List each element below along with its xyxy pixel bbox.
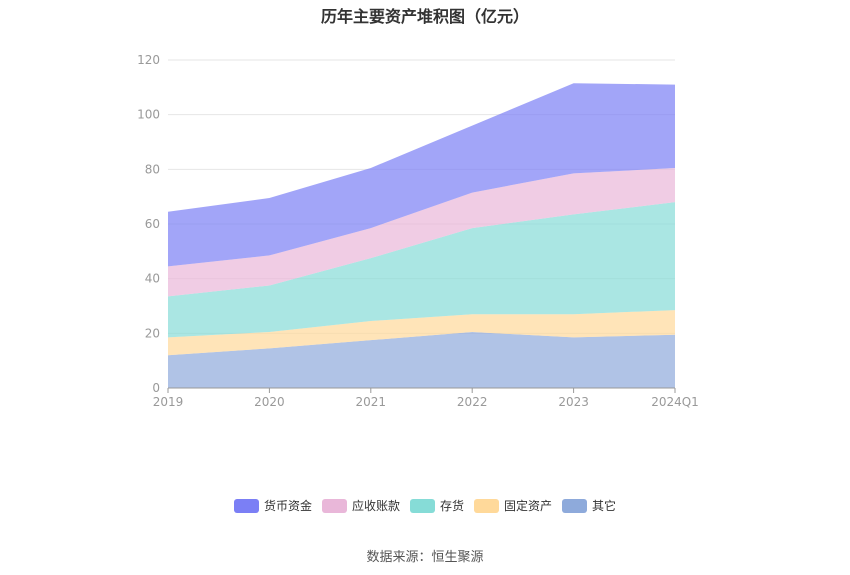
legend-swatch (474, 498, 499, 513)
chart-title: 历年主要资产堆积图（亿元） (320, 7, 529, 26)
x-tick-label: 2023 (558, 395, 589, 409)
legend: 货币资金 应收账款 存货 固定资产 其它 (0, 497, 850, 514)
area-series-2 (168, 202, 675, 338)
legend-item-receivables[interactable]: 应收账款 (321, 497, 400, 514)
legend-label: 货币资金 (263, 499, 312, 513)
y-tick-label: 100 (137, 108, 160, 122)
legend-item-fixed-assets[interactable]: 固定资产 (474, 497, 552, 514)
x-tick-label: 2021 (356, 395, 387, 409)
legend-item-inventory[interactable]: 存货 (409, 497, 464, 514)
y-tick-label: 40 (145, 272, 160, 286)
area-series-1 (168, 310, 675, 356)
legend-label: 其它 (592, 499, 617, 513)
legend-swatch (321, 498, 347, 513)
x-tick-label: 2022 (457, 395, 488, 409)
stacked-area-chart: 0 20 40 60 80 100 120 2019 2020 2021 2022 2023 2024Q… (137, 53, 699, 409)
legend-item-other[interactable]: 其它 (562, 497, 616, 514)
y-tick-label: 0 (152, 381, 160, 395)
y-tick-label: 20 (145, 326, 160, 340)
area-series-3 (168, 167, 675, 297)
legend-label: 存货 (439, 499, 464, 513)
y-tick-label: 120 (137, 53, 160, 67)
y-tick-label: 60 (145, 217, 160, 231)
legend-label: 固定资产 (504, 499, 553, 513)
area-series-0 (168, 331, 675, 388)
legend-swatch (562, 498, 588, 513)
y-tick-label: 80 (145, 162, 160, 176)
legend-swatch (233, 498, 259, 513)
area-series-4 (168, 83, 675, 267)
legend-label: 应收账款 (351, 499, 400, 513)
data-source: 数据来源：恒生聚源 (366, 550, 484, 565)
x-tick-label: 2019 (153, 395, 184, 409)
x-tick-label: 2024Q1 (651, 395, 699, 409)
x-tick-label: 2020 (254, 395, 285, 409)
legend-swatch (409, 498, 435, 513)
legend-item-cash[interactable]: 货币资金 (233, 497, 312, 514)
